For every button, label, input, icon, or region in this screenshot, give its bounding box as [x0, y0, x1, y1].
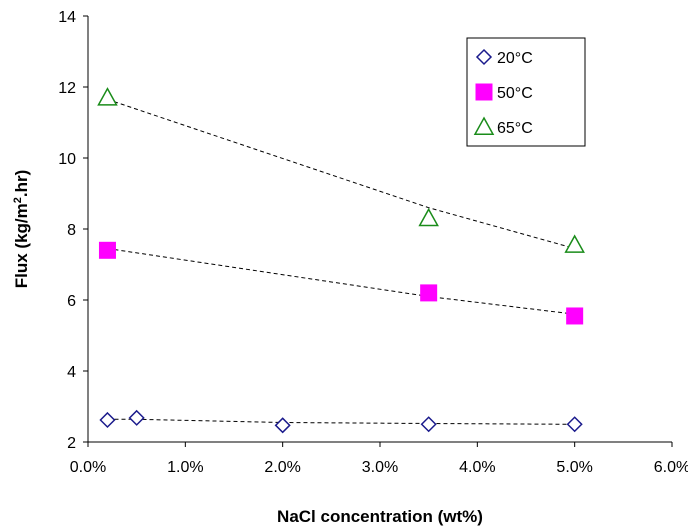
y-tick-label: 8: [67, 222, 76, 239]
trendline-65c: [107, 98, 575, 249]
data-point-50c: [98, 241, 116, 259]
y-tick-label: 4: [67, 364, 76, 381]
legend-label-50c: 50°C: [497, 85, 533, 102]
y-axis-title-superscript: 2: [12, 197, 24, 203]
data-point-65c: [97, 87, 118, 106]
legend-marker-50c: [475, 83, 493, 101]
y-axis-title: Flux (kg/m2.hr): [12, 170, 31, 289]
legend: 20°C 50°C 65°C: [466, 37, 586, 147]
legend-label-65c: 65°C: [497, 120, 533, 137]
x-tick-label: 2.0%: [264, 459, 300, 476]
legend-label-20c: 20°C: [497, 50, 533, 67]
data-point-50c: [420, 284, 438, 302]
legend-marker-20c: [475, 48, 493, 66]
data-point-50c: [566, 307, 584, 325]
y-tick-label: 6: [67, 293, 76, 310]
y-tick-label: 10: [58, 151, 76, 168]
data-point-20c: [566, 416, 583, 433]
x-tick-label: 1.0%: [167, 459, 203, 476]
x-tick-label: 0.0%: [70, 459, 106, 476]
data-point-20c: [99, 411, 116, 429]
y-tick-label: 2: [67, 435, 76, 452]
data-point-65c: [564, 234, 585, 253]
data-point-20c: [128, 409, 145, 426]
x-tick-label: 4.0%: [459, 459, 495, 476]
data-point-65c: [418, 207, 439, 227]
x-tick-label: 5.0%: [556, 459, 592, 476]
y-tick-label: 14: [58, 9, 76, 26]
trendline-50c: [107, 248, 575, 315]
trendlines: [107, 98, 575, 425]
trendline-20c: [107, 418, 575, 425]
x-tick-label: 3.0%: [362, 459, 398, 476]
legend-marker-65c: [473, 116, 495, 135]
x-axis-title: NaCl concentration (wt%): [277, 507, 483, 526]
x-axis-ticks: 0.0% 1.0% 2.0% 3.0% 4.0% 5.0% 6.0%: [70, 442, 688, 476]
data-point-20c: [274, 417, 291, 434]
y-axis-ticks: 2 4 6 8 10 12 14: [58, 9, 88, 452]
data-point-20c: [420, 416, 437, 433]
data-markers: [97, 87, 585, 434]
x-tick-label: 6.0%: [654, 459, 688, 476]
y-tick-label: 12: [58, 80, 76, 97]
